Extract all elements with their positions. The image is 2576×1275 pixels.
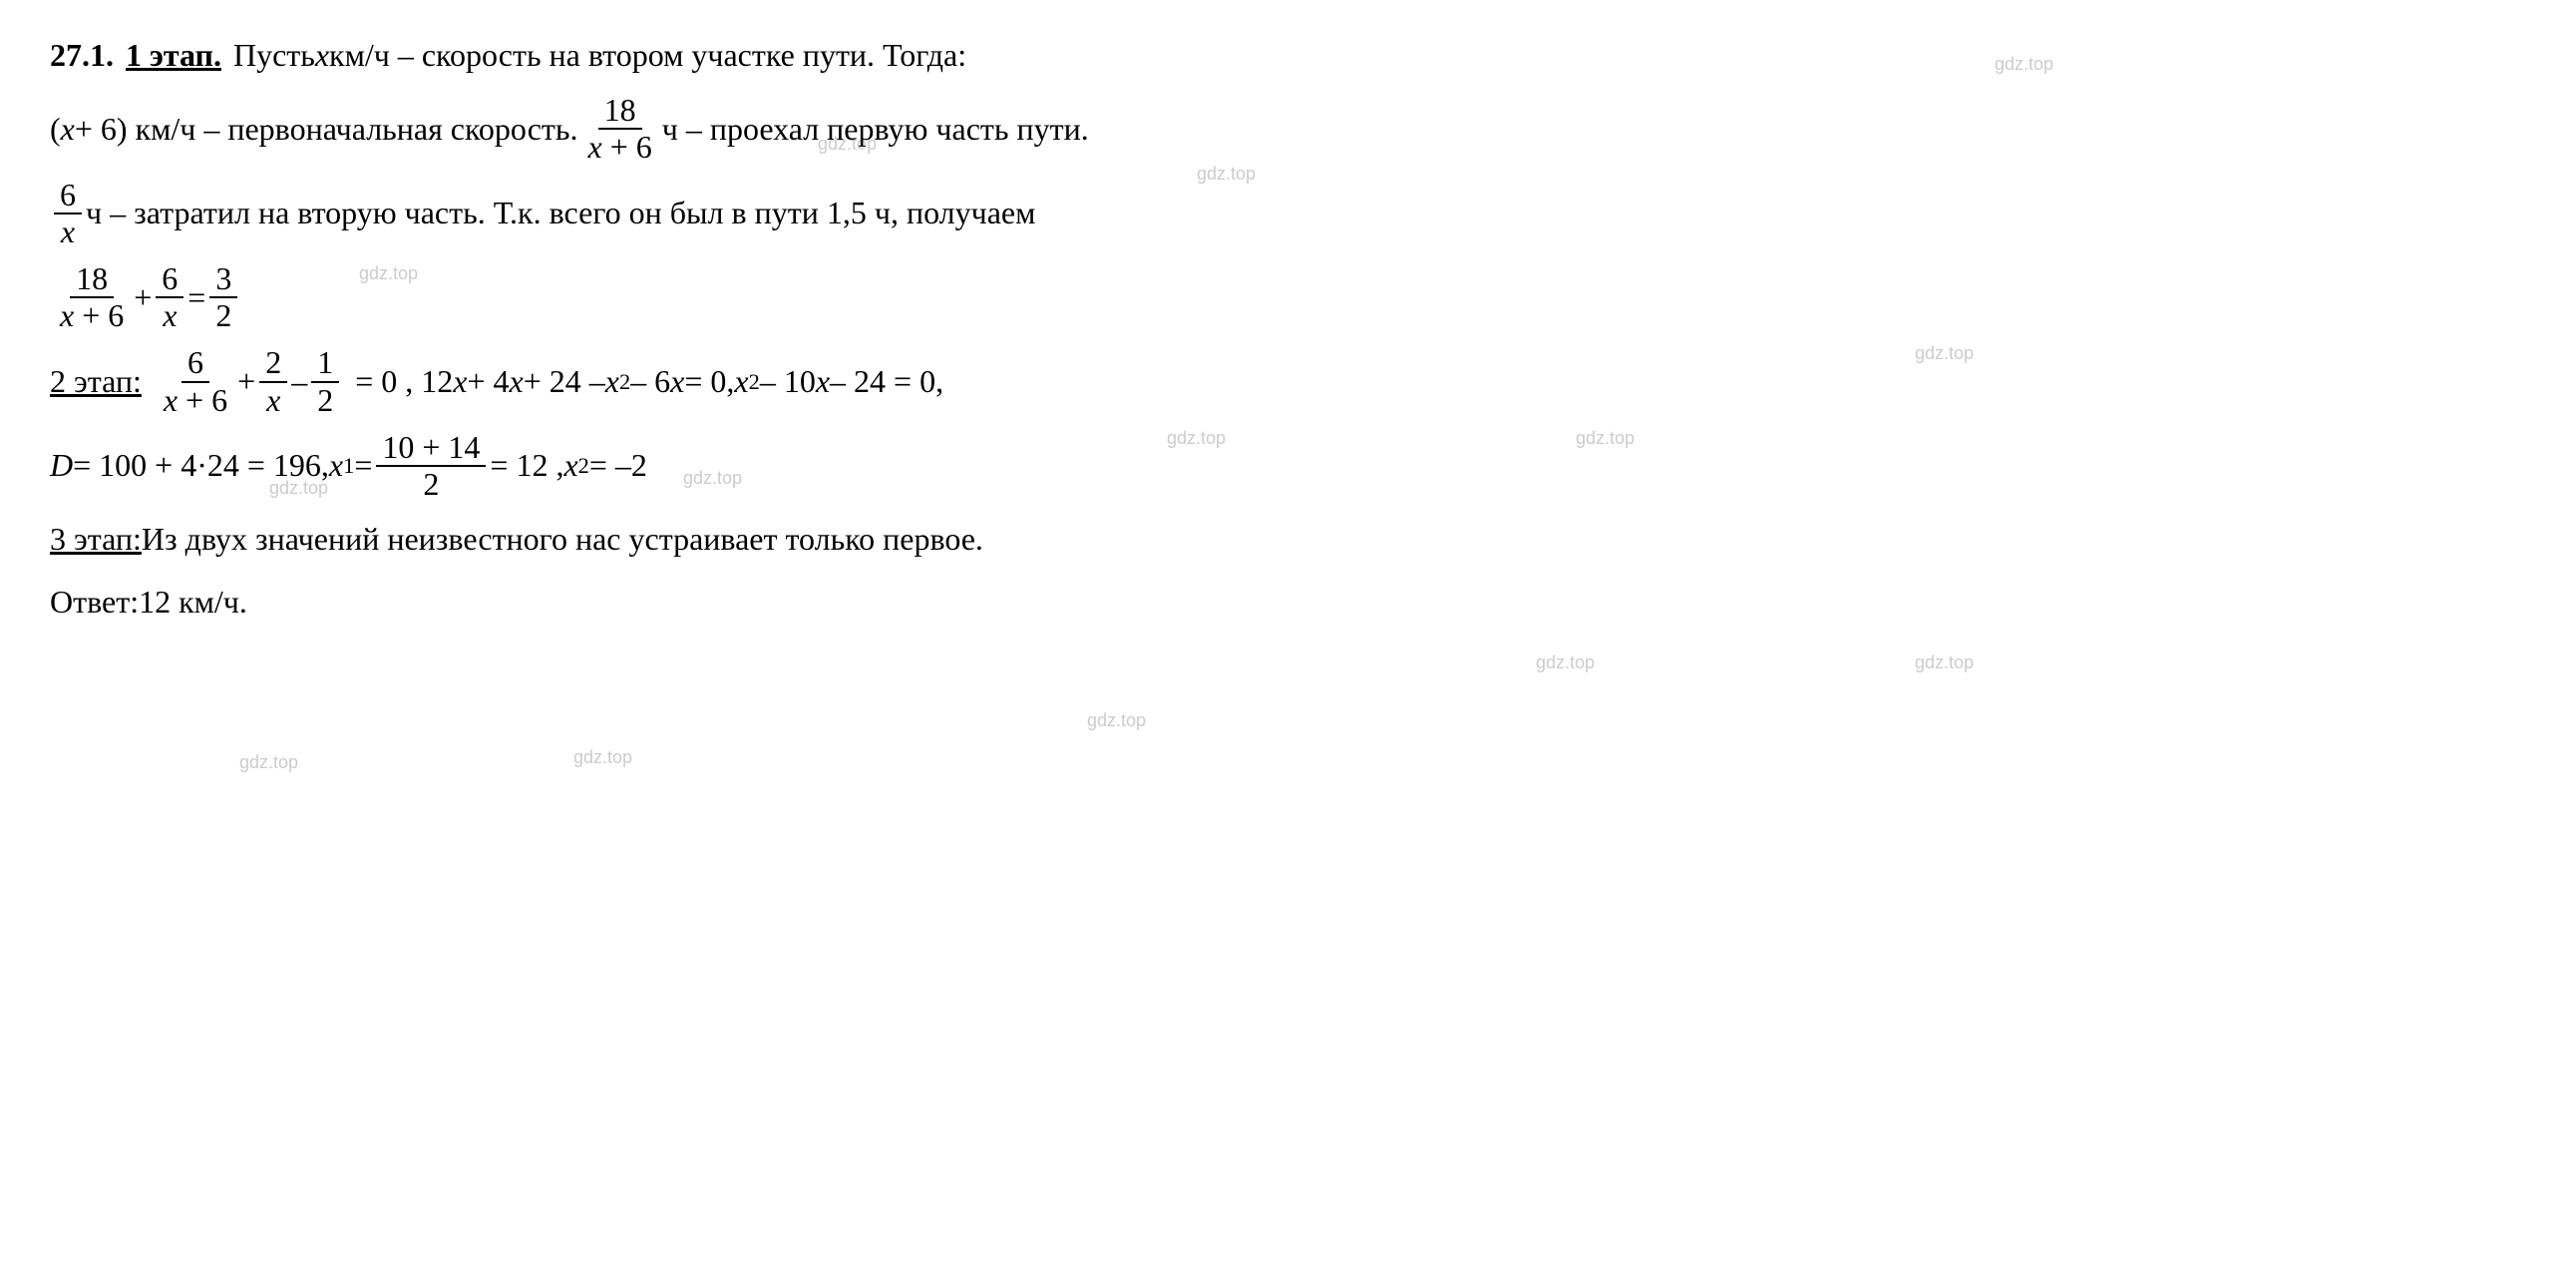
line2-frac1-den: x + 6 bbox=[582, 130, 658, 165]
watermark-text: gdz.top bbox=[239, 748, 298, 777]
line-d-frac-den: 2 bbox=[417, 467, 445, 502]
eq2-f3-den: 2 bbox=[311, 383, 339, 418]
line-d-var: D bbox=[50, 440, 73, 491]
eq2-rest-a: = 0 , 12 bbox=[355, 356, 453, 407]
line-d-c: = 12 , bbox=[490, 440, 563, 491]
eq1-frac2: 6 x bbox=[156, 261, 184, 333]
line-3: 6 x ч – затратил на вторую часть. Т.к. в… bbox=[50, 178, 2526, 249]
watermark-text: gdz.top bbox=[1536, 648, 1595, 677]
stage2-label: 2 этап: bbox=[50, 356, 142, 407]
content-wrapper: 27.1. 1 этап. Пусть x км/ч – скорость на… bbox=[50, 30, 2526, 628]
eq2-f2-num: 2 bbox=[259, 345, 287, 382]
line-d-frac: 10 + 14 2 bbox=[376, 430, 486, 502]
line2-a: ( bbox=[50, 104, 61, 155]
line2-var: x bbox=[61, 104, 75, 155]
eq2-minus: – bbox=[291, 356, 307, 407]
line3-frac-den: x bbox=[55, 214, 81, 249]
line2-c: ч – проехал первую часть пути. bbox=[662, 104, 1089, 155]
stage3-text: Из двух значений неизвестного нас устраи… bbox=[142, 514, 983, 565]
eq2-f1-den: x + 6 bbox=[158, 383, 233, 418]
eq1-frac3: 3 2 bbox=[209, 261, 237, 333]
line2-frac1: 18 x + 6 bbox=[582, 93, 658, 165]
eq1-frac1: 18 x + 6 bbox=[54, 261, 130, 333]
line-stage3: 3 этап: Из двух значений неизвестного на… bbox=[50, 514, 2526, 565]
line-d-d: = –2 bbox=[589, 440, 647, 491]
line2-frac1-num: 18 bbox=[598, 93, 642, 130]
eq1-f2-den: x bbox=[157, 298, 183, 333]
line-d-x1: x bbox=[329, 440, 343, 491]
eq1-f3-den: 2 bbox=[209, 298, 237, 333]
stage1-text-b: км/ч – скорость на втором участке пути. … bbox=[329, 30, 966, 81]
watermark-text: gdz.top bbox=[573, 743, 632, 772]
eq1-plus: + bbox=[134, 272, 152, 323]
eq1-f2-num: 6 bbox=[156, 261, 184, 298]
line-2: ( x + 6) км/ч – первоначальная скорость.… bbox=[50, 93, 2526, 165]
line2-b: + 6) км/ч – первоначальная скорость. bbox=[75, 104, 578, 155]
eq2-rest-c: + 24 – bbox=[524, 356, 605, 407]
eq1-f3-num: 3 bbox=[209, 261, 237, 298]
eq2-frac3: 1 2 bbox=[311, 345, 339, 417]
answer-text: 12 км/ч. bbox=[139, 577, 247, 628]
watermark-text: gdz.top bbox=[1087, 706, 1146, 735]
answer-label: Ответ: bbox=[50, 577, 139, 628]
eq1-f1-den: x + 6 bbox=[54, 298, 130, 333]
eq2-f3-num: 1 bbox=[311, 345, 339, 382]
eq2-f1-num: 6 bbox=[182, 345, 209, 382]
eq1-eq: = bbox=[187, 272, 205, 323]
eq2-f2-den: x bbox=[260, 383, 286, 418]
stage1-text-a: Пусть bbox=[233, 30, 315, 81]
line-d-x2: x bbox=[563, 440, 577, 491]
eq2-rest-e: = 0, bbox=[684, 356, 734, 407]
eq2-plus1: + bbox=[237, 356, 255, 407]
eq1-f1-num: 18 bbox=[70, 261, 114, 298]
stage1-var: x bbox=[315, 30, 329, 81]
eq2-rest-f: – 10 bbox=[760, 356, 816, 407]
watermark-text: gdz.top bbox=[1915, 648, 1974, 677]
eq2-rest-b: + 4 bbox=[467, 356, 509, 407]
problem-number: 27.1. bbox=[50, 30, 114, 81]
line-answer: Ответ: 12 км/ч. bbox=[50, 577, 2526, 628]
stage3-label: 3 этап: bbox=[50, 514, 142, 565]
line-stage2: 2 этап: 6 x + 6 + 2 x – 1 2 = 0 , 12 x + … bbox=[50, 345, 2526, 417]
eq2-frac2: 2 x bbox=[259, 345, 287, 417]
line-d-eq1: = bbox=[354, 440, 372, 491]
line-1: 27.1. 1 этап. Пусть x км/ч – скорость на… bbox=[50, 30, 2526, 81]
line-d-frac-num: 10 + 14 bbox=[376, 430, 486, 467]
line3-frac-num: 6 bbox=[54, 178, 82, 214]
eq2-frac1: 6 x + 6 bbox=[158, 345, 233, 417]
line-d: D = 100 + 4·24 = 196, x1 = 10 + 14 2 = 1… bbox=[50, 430, 2526, 502]
line-d-b: = 100 + 4·24 = 196, bbox=[73, 440, 329, 491]
line3-text: ч – затратил на вторую часть. Т.к. всего… bbox=[86, 188, 1035, 238]
eq2-rest-g: – 24 = 0, bbox=[830, 356, 943, 407]
line3-frac: 6 x bbox=[54, 178, 82, 249]
line-eq1: 18 x + 6 + 6 x = 3 2 bbox=[50, 261, 2526, 333]
stage1-label: 1 этап. bbox=[126, 30, 221, 81]
eq2-rest-d: – 6 bbox=[630, 356, 670, 407]
